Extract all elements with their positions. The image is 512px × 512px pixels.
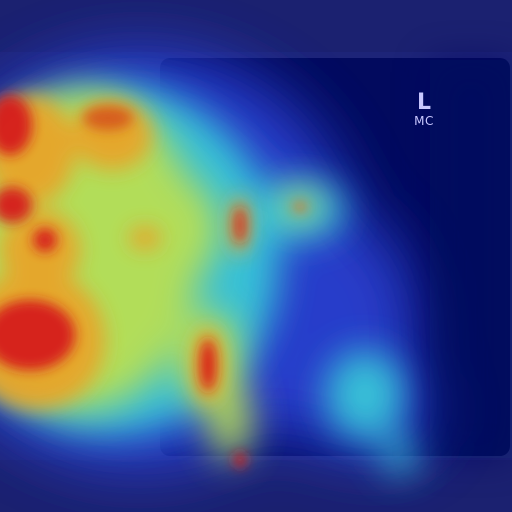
laterality-marker: L MC xyxy=(404,90,444,129)
marker-letter: L xyxy=(416,90,432,115)
hot-region xyxy=(0,95,307,468)
marker-sub: MC xyxy=(414,114,434,128)
